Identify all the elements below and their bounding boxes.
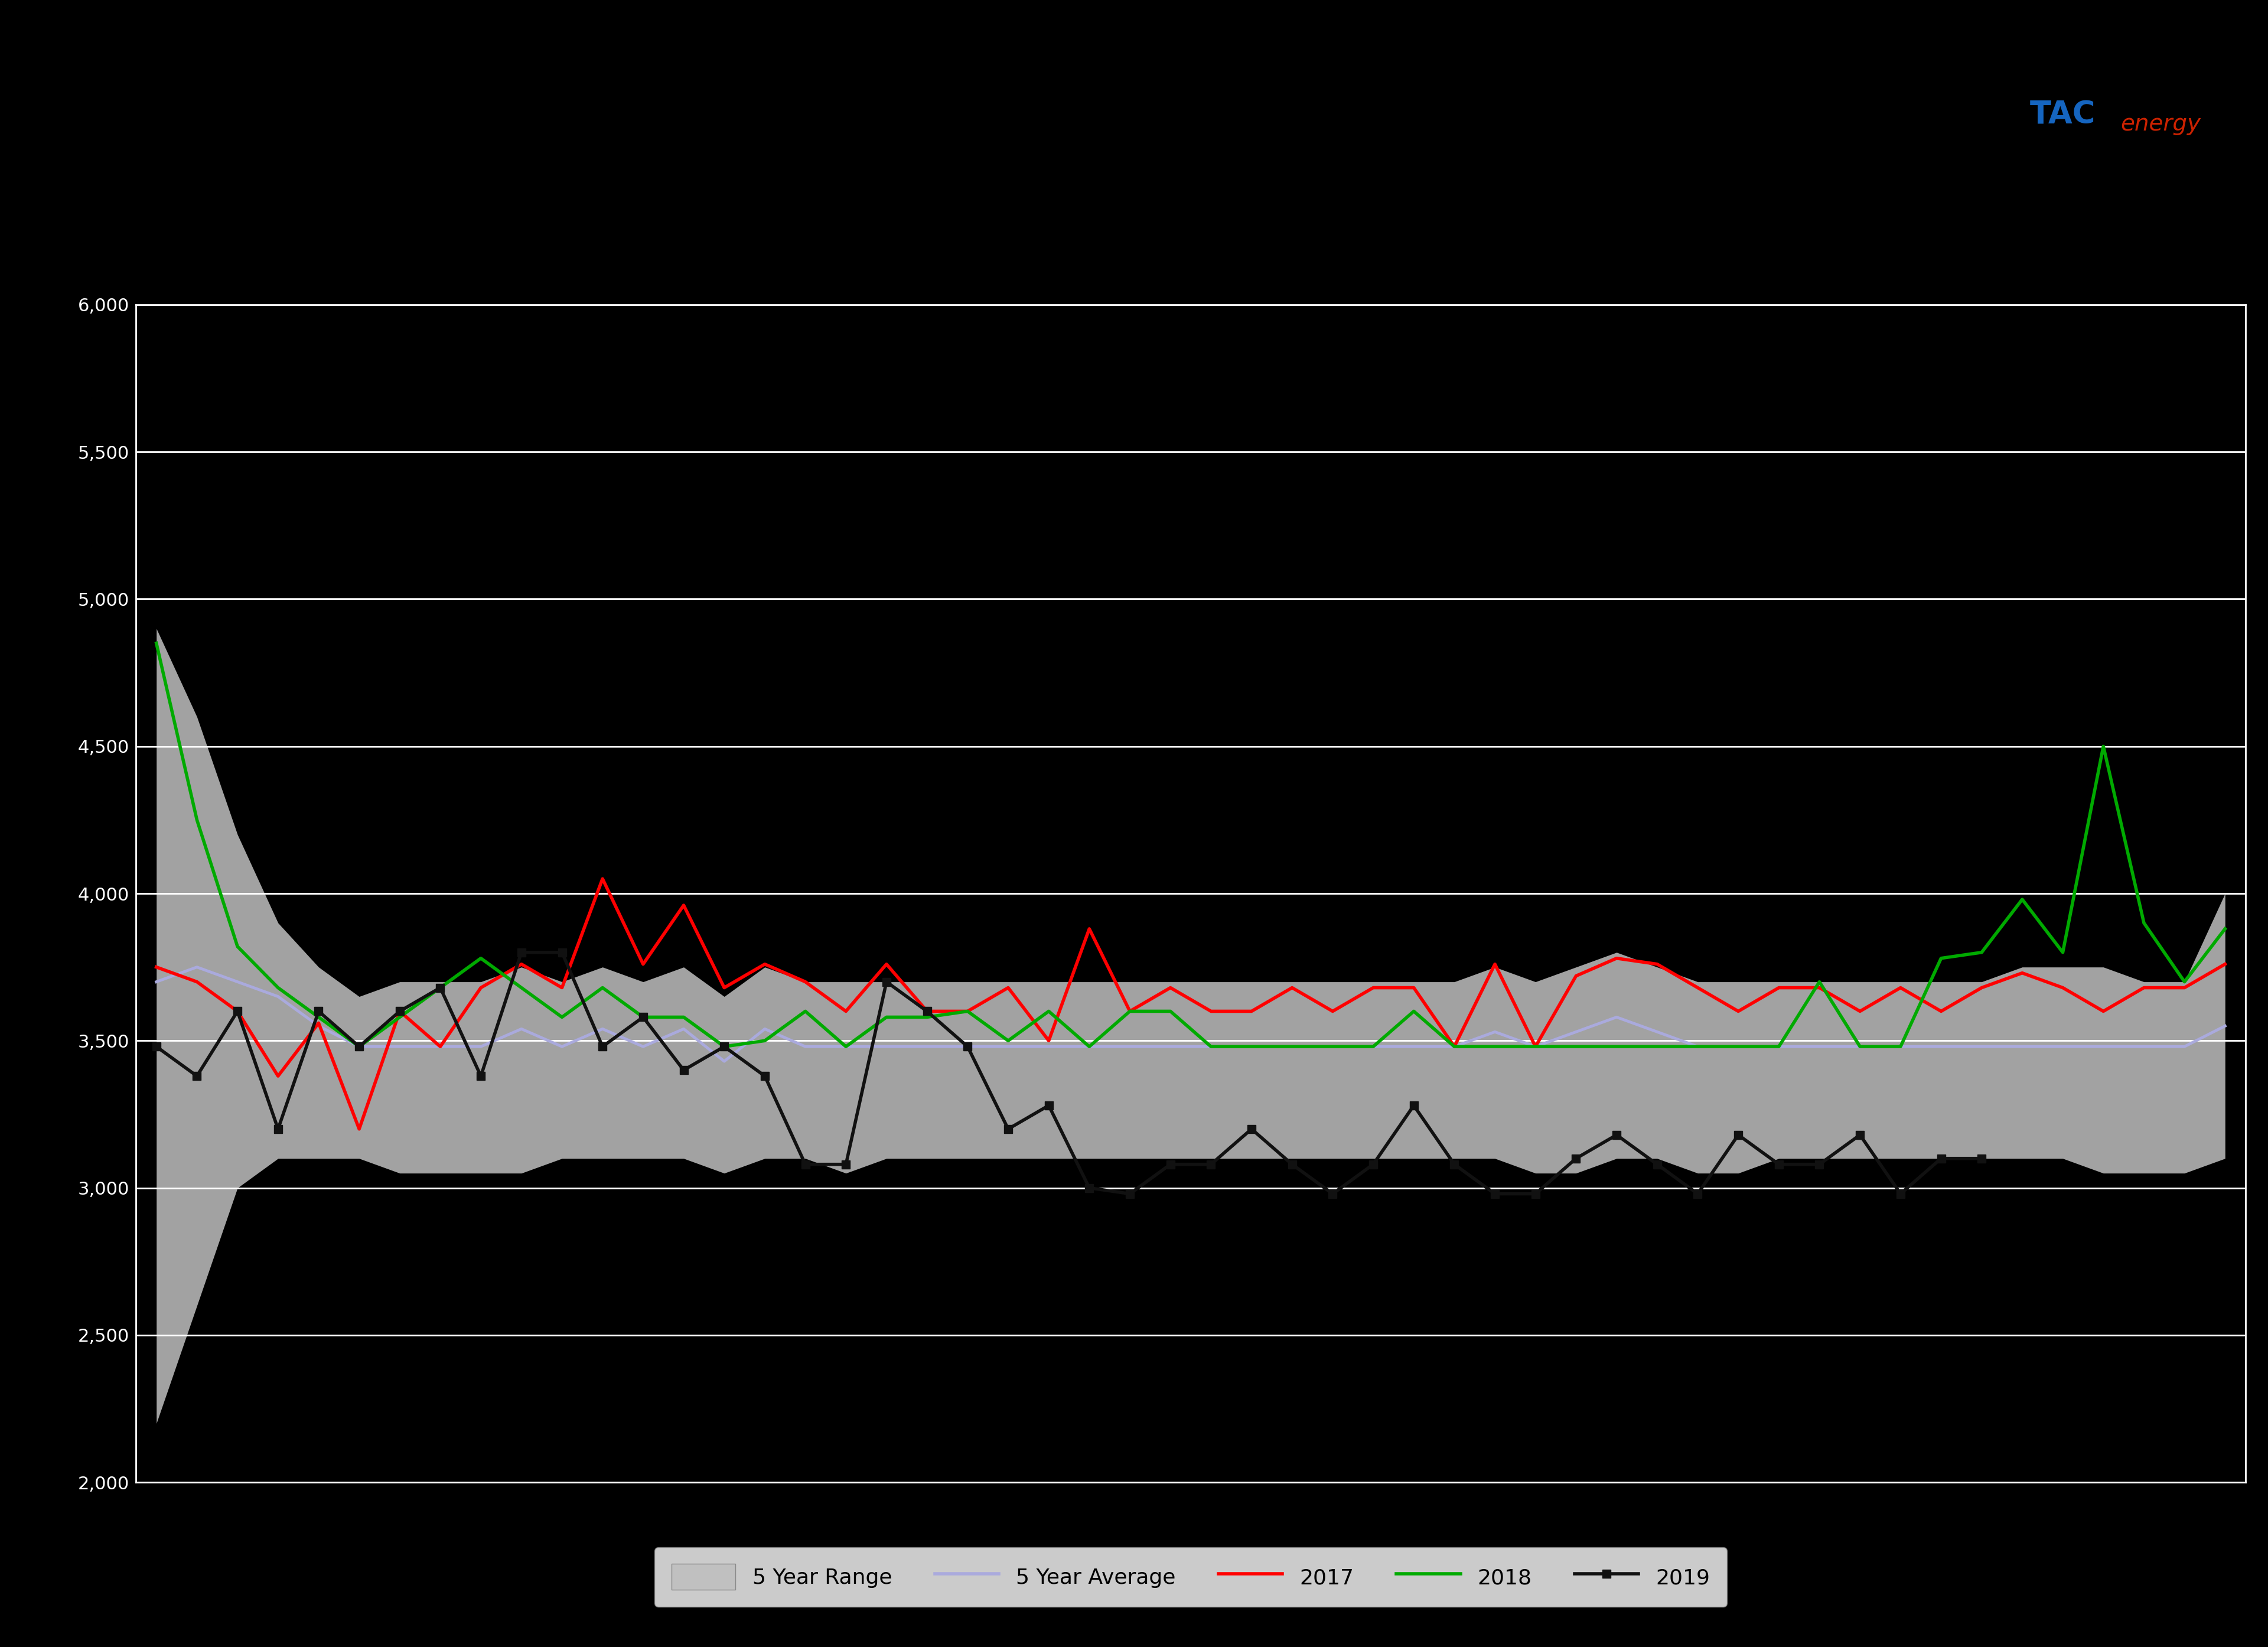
Text: Diesel  Implied  Demand: Diesel Implied Demand <box>841 71 1427 110</box>
Legend: 5 Year Range, 5 Year Average, 2017, 2018, 2019: 5 Year Range, 5 Year Average, 2017, 2018… <box>655 1547 1726 1607</box>
Text: energy: energy <box>2121 114 2200 135</box>
Text: TAC: TAC <box>2030 99 2096 130</box>
